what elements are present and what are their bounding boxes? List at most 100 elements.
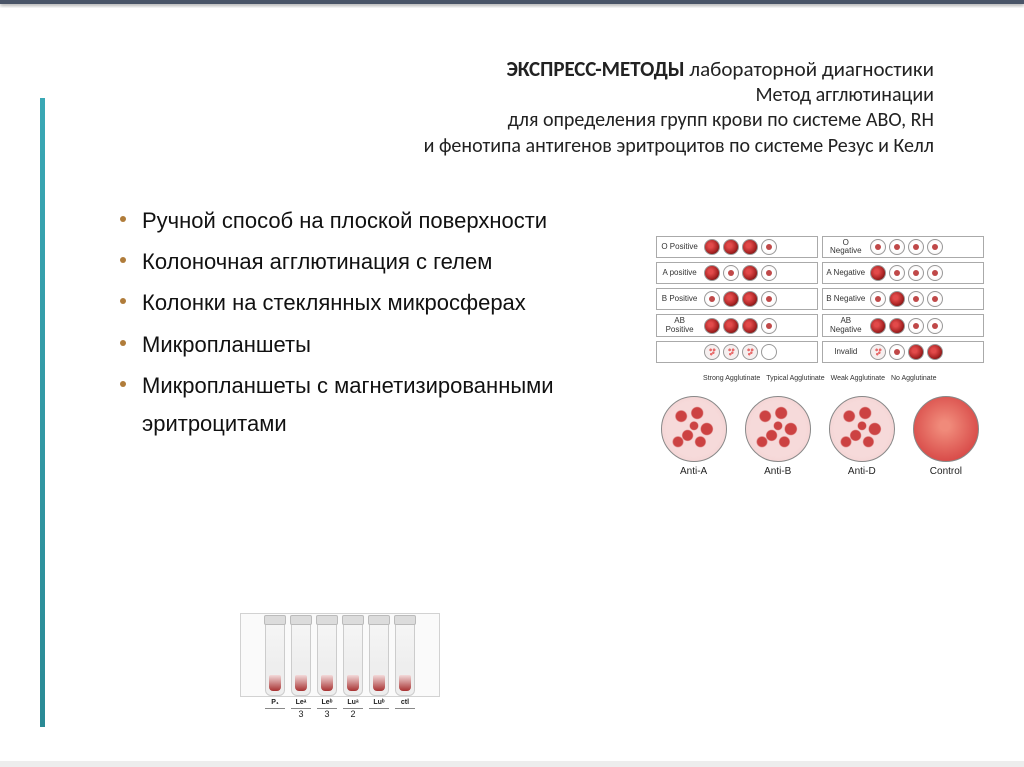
tube-top-label: Leᵃ	[291, 699, 311, 706]
agg-well	[723, 291, 739, 307]
tube-scale-label: 3	[317, 708, 337, 719]
big-circle-graphic	[829, 396, 895, 462]
agg-well	[704, 291, 720, 307]
agg-well	[761, 291, 777, 307]
agg-cell-label: AB Negative	[826, 317, 866, 334]
agg-well	[870, 265, 886, 281]
agg-cell: A positive	[656, 262, 818, 284]
agg-well	[761, 344, 777, 360]
tube	[395, 620, 415, 696]
heading-rest: лабораторной диагностики	[685, 56, 934, 82]
agg-well	[704, 344, 720, 360]
tube-scale-label: 3	[291, 708, 311, 719]
big-circle-label: Anti-D	[848, 466, 876, 477]
agg-well	[889, 291, 905, 307]
agg-well	[704, 265, 720, 281]
bullet-item: Микропланшеты с магнетизированными эритр…	[120, 367, 628, 442]
agg-well	[927, 291, 943, 307]
agg-cell-label: B Negative	[826, 295, 866, 303]
agg-well	[908, 344, 924, 360]
agg-well	[704, 239, 720, 255]
agg-cell-label: A positive	[660, 269, 700, 277]
agg-well	[908, 239, 924, 255]
tube-top-label: Luᵃ	[343, 699, 363, 706]
tube	[343, 620, 363, 696]
agg-well	[742, 291, 758, 307]
agg-cell: AB Positive	[656, 314, 818, 337]
agg-cell-label: A Negative	[826, 269, 866, 277]
agg-footer-label: Strong Agglutinate	[703, 375, 760, 382]
agg-well	[742, 239, 758, 255]
tube-scale-label: 2	[343, 708, 363, 719]
right-panel: O Positive O Negative A positive A Negative…	[656, 236, 984, 478]
bottom-shadow	[0, 761, 1024, 767]
agg-cell: B Negative	[822, 288, 984, 310]
big-circle-label: Anti-A	[680, 466, 707, 477]
tube-scale-label	[369, 708, 389, 719]
agg-cell: O Negative	[822, 236, 984, 259]
heading-line-1: ЭКСПРЕСС-МЕТОДЫ лабораторной диагностики	[180, 56, 934, 83]
tube	[369, 620, 389, 696]
agg-well	[908, 318, 924, 334]
tube-top-label: ctl	[395, 699, 415, 706]
agg-well	[723, 318, 739, 334]
agg-well	[761, 265, 777, 281]
big-circle-label: Control	[930, 466, 962, 477]
agg-cell: O Positive	[656, 236, 818, 259]
agg-well	[723, 239, 739, 255]
agg-well	[870, 318, 886, 334]
bullet-list: Ручной способ на плоской поверхности Кол…	[120, 196, 628, 446]
slide-heading: ЭКСПРЕСС-МЕТОДЫ лабораторной диагностики…	[40, 56, 984, 160]
bullet-item: Колонки на стеклянных микросферах	[120, 284, 628, 321]
agg-well	[742, 265, 758, 281]
agg-well	[761, 318, 777, 334]
agg-well	[870, 239, 886, 255]
agg-cell-label: B Positive	[660, 295, 700, 303]
big-circle-graphic	[661, 396, 727, 462]
agg-well	[889, 239, 905, 255]
slide-body: ЭКСПРЕСС-МЕТОДЫ лабораторной диагностики…	[0, 8, 1024, 767]
tube-scale-labels: 332	[240, 708, 440, 719]
tube-top-label: Luᵇ	[369, 699, 389, 706]
agg-footer-label: Typical Agglutinate	[766, 375, 824, 382]
agg-cell: B Positive	[656, 288, 818, 310]
agg-well	[889, 318, 905, 334]
agg-well	[870, 291, 886, 307]
agg-wells	[870, 239, 943, 255]
agg-cell: Invalid	[822, 341, 984, 363]
agg-cell-label: AB Positive	[660, 317, 700, 334]
heading-line-2: Метод агглютинации	[180, 83, 934, 109]
agg-well	[927, 239, 943, 255]
tube-top-labels: P₁ Leᵃ Leᵇ Luᵃ Luᵇctl	[240, 699, 440, 706]
tube	[291, 620, 311, 696]
agg-footer-label: No Agglutinate	[891, 375, 937, 382]
tube-top-label: Leᵇ	[317, 699, 337, 706]
bullet-item: Микропланшеты	[120, 326, 628, 363]
content-row: Ручной способ на плоской поверхности Кол…	[40, 196, 984, 478]
agg-wells	[704, 291, 777, 307]
agg-footer-label: Weak Agglutinate	[831, 375, 885, 382]
agg-well	[723, 265, 739, 281]
big-circle: Anti-D	[829, 396, 895, 477]
big-circle: Anti-B	[745, 396, 811, 477]
agg-cell-label: Invalid	[826, 348, 866, 356]
agg-cell: AB Negative	[822, 314, 984, 337]
agg-well	[927, 344, 943, 360]
tube-scale-label	[265, 708, 285, 719]
agg-well	[927, 318, 943, 334]
agglutination-grid: O Positive O Negative A positive A Negative…	[656, 236, 984, 364]
agg-well	[742, 344, 758, 360]
bullet-item: Ручной способ на плоской поверхности	[120, 202, 628, 239]
heading-line-3: для определения групп крови по системе А…	[180, 108, 934, 134]
heading-bold: ЭКСПРЕСС-МЕТОДЫ	[506, 56, 684, 82]
agg-cell-label: O Negative	[826, 239, 866, 256]
agg-cell-label: O Positive	[660, 243, 700, 251]
big-circles-row: Anti-A Anti-B Anti-D Control	[656, 396, 984, 477]
agg-wells	[704, 344, 777, 360]
window-top-border	[0, 0, 1024, 4]
agglutination-footer: Strong Agglutinate Typical Agglutinate Wea…	[656, 375, 984, 382]
agg-well	[704, 318, 720, 334]
big-circle-graphic	[745, 396, 811, 462]
tube-top-label: P₁	[265, 699, 285, 706]
agg-wells	[870, 318, 943, 334]
